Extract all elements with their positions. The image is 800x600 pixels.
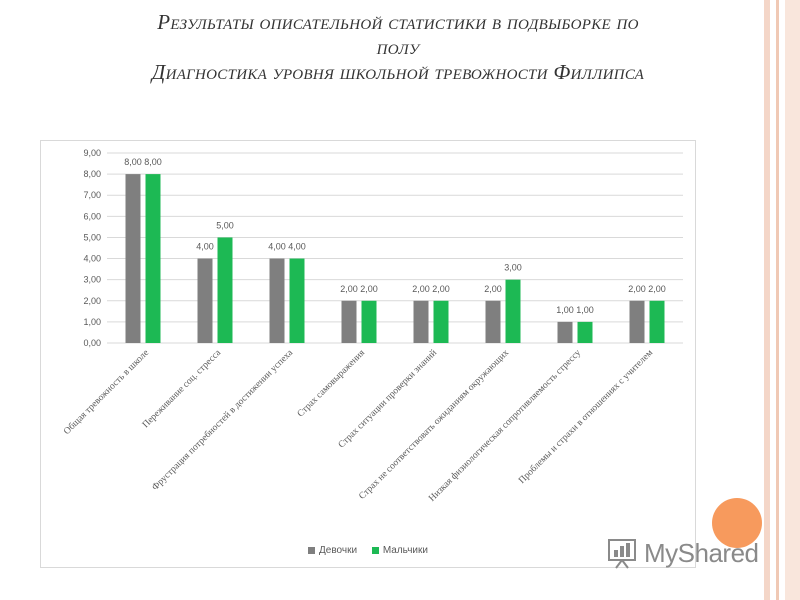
legend-label-boys: Мальчики bbox=[382, 545, 428, 556]
y-tick-label: 8,00 bbox=[83, 169, 101, 179]
chart-area: 0,00 1,00 2,00 3,00 4,00 5,00 6,00 7,00 8,00 9,00… bbox=[40, 140, 696, 568]
title-line-2: полу bbox=[376, 35, 420, 59]
title-line-3: Диагностика уровня школьной тревожности … bbox=[151, 60, 645, 84]
bar-boys bbox=[289, 258, 305, 343]
category-label: Общая тревожность в школе bbox=[61, 347, 151, 437]
bar-girls bbox=[485, 300, 501, 343]
y-tick-label: 7,00 bbox=[83, 190, 101, 200]
data-label: 2,00 bbox=[412, 284, 430, 294]
y-tick-label: 6,00 bbox=[83, 211, 101, 221]
y-tick-label: 4,00 bbox=[83, 254, 101, 264]
legend-swatch-boys bbox=[371, 546, 379, 554]
category-label: Низкая физиологическая сопротивляемость … bbox=[427, 347, 584, 504]
data-label: 4,00 bbox=[288, 242, 306, 252]
bar-girls bbox=[125, 174, 141, 343]
legend-item-girls: Девочки bbox=[308, 545, 357, 556]
data-label: 8,00 bbox=[124, 157, 142, 167]
y-tick-label: 1,00 bbox=[83, 317, 101, 327]
data-label: 2,00 bbox=[628, 284, 646, 294]
bar-girls bbox=[413, 300, 429, 343]
legend-item-boys: Мальчики bbox=[371, 545, 428, 556]
y-tick-label: 9,00 bbox=[83, 148, 101, 158]
bar-boys bbox=[361, 300, 377, 343]
watermark-text: MyShared bbox=[644, 538, 759, 568]
data-label: 1,00 bbox=[576, 305, 594, 315]
data-label: 1,00 bbox=[556, 305, 574, 315]
category-label: Проблемы и страхи в отношениях с учителе… bbox=[517, 347, 656, 486]
data-label: 2,00 bbox=[484, 284, 502, 294]
data-label: 8,00 bbox=[144, 157, 162, 167]
chart-legend: Девочки Мальчики bbox=[41, 545, 695, 556]
bar-girls bbox=[269, 258, 285, 343]
data-label: 4,00 bbox=[196, 242, 214, 252]
decorative-circle bbox=[712, 498, 762, 548]
title-line-1: Результаты описательной статистики в под… bbox=[157, 10, 639, 34]
bar-girls bbox=[197, 258, 213, 343]
bar-boys bbox=[649, 300, 665, 343]
bar-boys bbox=[217, 237, 233, 343]
myshared-logo-icon bbox=[608, 539, 636, 569]
decorative-side-strip bbox=[785, 0, 800, 600]
category-label: Страх самовыражения bbox=[296, 348, 368, 420]
decorative-side-strip bbox=[776, 0, 779, 600]
bar-girls bbox=[341, 300, 357, 343]
data-label: 2,00 bbox=[360, 284, 378, 294]
data-label: 4,00 bbox=[268, 242, 286, 252]
legend-label-girls: Девочки bbox=[319, 545, 358, 556]
data-label: 2,00 bbox=[432, 284, 450, 294]
data-label: 3,00 bbox=[504, 263, 522, 273]
data-label: 5,00 bbox=[216, 220, 234, 230]
watermark: MyShared bbox=[606, 536, 762, 570]
y-tick-label: 3,00 bbox=[83, 275, 101, 285]
y-tick-label: 0,00 bbox=[83, 338, 101, 348]
data-label: 2,00 bbox=[648, 284, 666, 294]
slide-title: Результаты описательной статистики в под… bbox=[48, 10, 748, 85]
bar-girls bbox=[629, 300, 645, 343]
bar-girls bbox=[557, 321, 573, 343]
data-label: 2,00 bbox=[340, 284, 358, 294]
category-label: Переживание соц. стресса bbox=[141, 347, 224, 430]
y-tick-label: 2,00 bbox=[83, 296, 101, 306]
y-tick-label: 5,00 bbox=[83, 232, 101, 242]
decorative-side-strip bbox=[764, 0, 770, 600]
category-label: Страх не соответствовать ожиданиям окруж… bbox=[357, 348, 511, 502]
category-label: Фрустрация потребностей в достижении усп… bbox=[150, 347, 296, 493]
legend-swatch-girls bbox=[308, 546, 316, 554]
bar-boys bbox=[145, 174, 161, 343]
bar-chart: 0,00 1,00 2,00 3,00 4,00 5,00 6,00 7,00 8,00 9,00… bbox=[61, 148, 683, 504]
bar-boys bbox=[433, 300, 449, 343]
bar-boys bbox=[577, 321, 593, 343]
bar-boys bbox=[505, 279, 521, 343]
